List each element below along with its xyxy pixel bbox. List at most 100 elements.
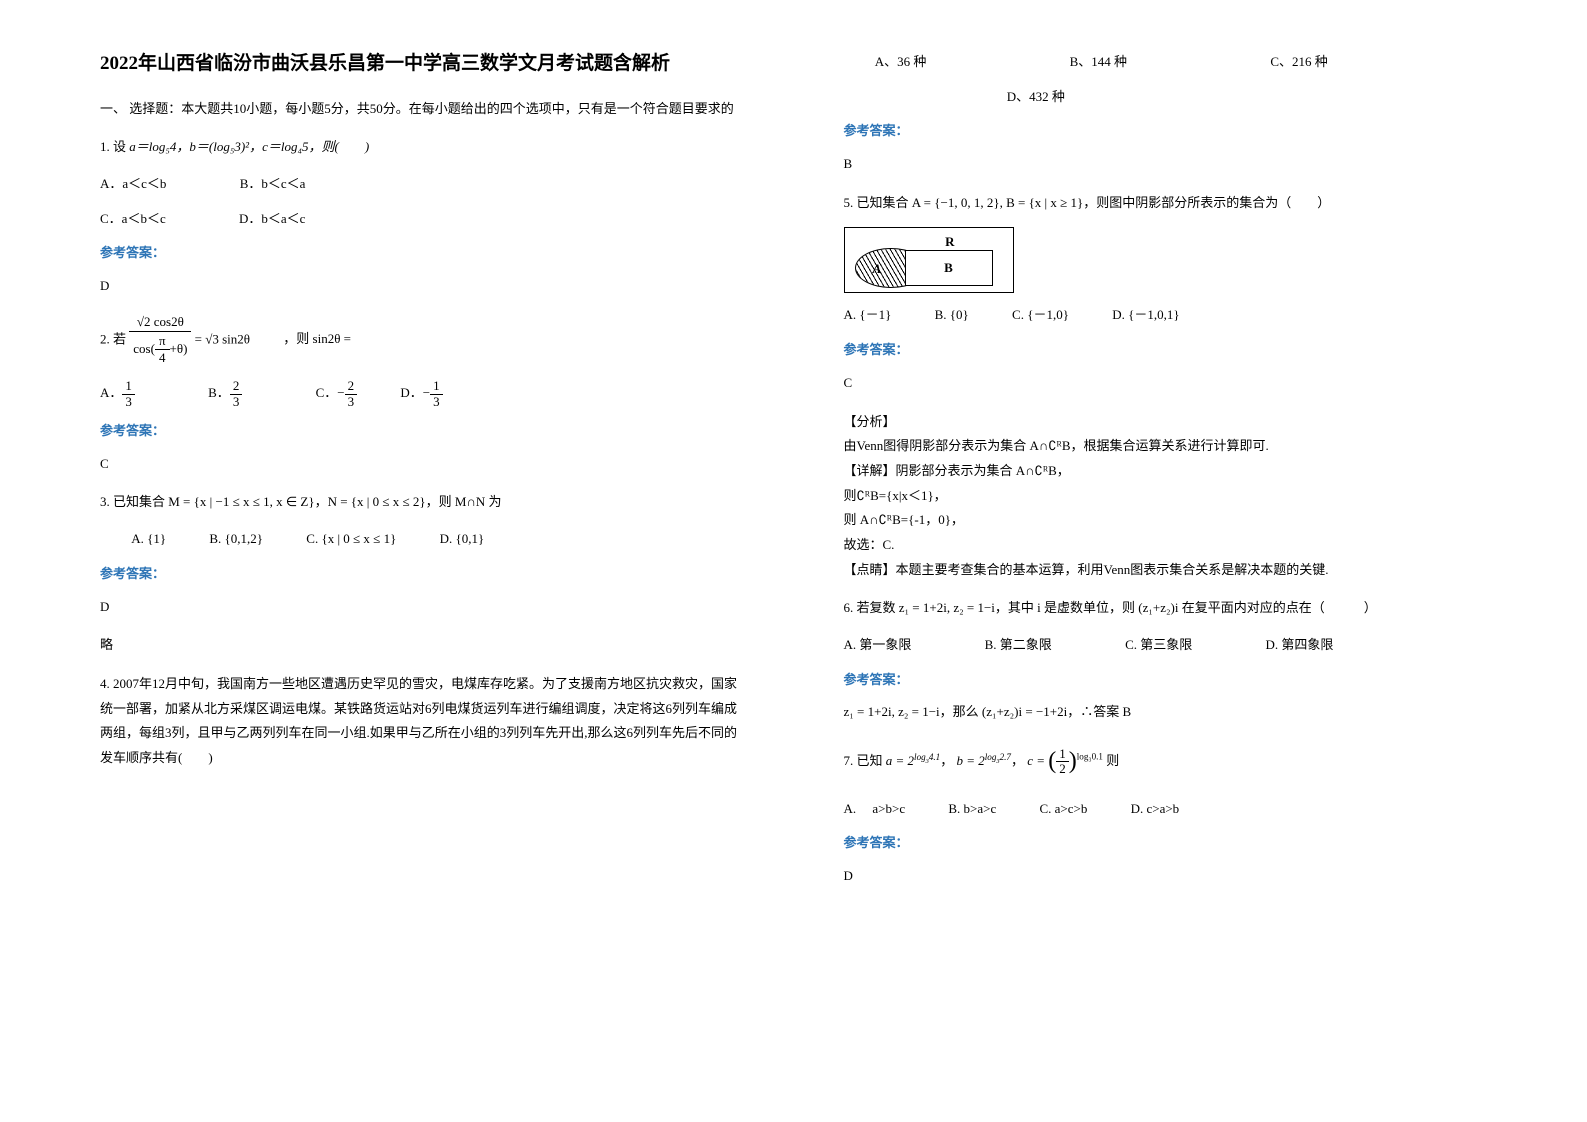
q5-detail-3: 则 A∩∁ᴿB={-1，0}，: [844, 508, 1488, 533]
q2-options: A．13 B．23 C．−23 D．−13: [100, 379, 744, 409]
q5-optD: D. {－1,0,1}: [1112, 303, 1179, 328]
q6-optC: C. 第三象限: [1125, 633, 1192, 658]
q7-c-den: 2: [1056, 762, 1069, 776]
q2-optD-label: D．: [400, 385, 422, 400]
q1-options-row2: C．a＜b＜c D．b＜a＜c: [100, 207, 744, 232]
q2-optB-label: B．: [208, 385, 230, 400]
q7-a: a = 2log34.1: [886, 753, 940, 768]
q7-c-exp: log₃0.1: [1077, 752, 1103, 762]
q7-c-base: 12: [1056, 747, 1069, 777]
q4-answer: B: [844, 152, 1488, 177]
q2-den-suffix: +θ): [170, 341, 188, 356]
q7-c-num: 1: [1056, 747, 1069, 762]
q2-stem-suffix: ，则 sin2θ =: [283, 331, 351, 346]
q1-optB: B．b＜c＜a: [240, 172, 306, 197]
q2-lhs-frac: √2 cos2θ cos(π4+θ): [129, 313, 191, 368]
q6-answer-label: 参考答案：: [844, 668, 1488, 693]
q4-answer-label: 参考答案：: [844, 119, 1488, 144]
q5-options: A. {－1} B. {0} C. {－1,0} D. {－1,0,1}: [844, 303, 1488, 328]
q1-answer-label: 参考答案：: [100, 241, 744, 266]
q2-optC-neg: −: [337, 385, 344, 400]
q7-answer-label: 参考答案：: [844, 831, 1488, 856]
q6-options: A. 第一象限 B. 第二象限 C. 第三象限 D. 第四象限: [844, 633, 1488, 658]
venn-diagram: R A B: [844, 227, 1014, 293]
q7-optD: D. c>a>b: [1131, 797, 1180, 822]
q5-detail-2: 则∁ᴿB={x|x＜1}，: [844, 484, 1488, 509]
exam-title: 2022年山西省临汾市曲沃县乐昌第一中学高三数学文月考试题含解析: [100, 50, 744, 79]
q2-stem-prefix: 2. 若: [100, 331, 126, 346]
q7-optB: B. b>a>c: [948, 797, 996, 822]
q2-rhs: = √3 sin2θ: [195, 331, 250, 346]
q2-optD: D．−13: [400, 379, 442, 409]
q6-optD: D. 第四象限: [1265, 637, 1333, 652]
section-1-heading: 一、 选择题：本大题共10小题，每小题5分，共50分。在每小题给出的四个选项中，…: [100, 97, 744, 122]
q2-answer-label: 参考答案：: [100, 419, 744, 444]
q5-optC: C. {－1,0}: [1012, 303, 1069, 328]
venn-B-box: B: [905, 250, 993, 286]
q5-analysis-body: 由Venn图得阴影部分表示为集合 A∩∁ᴿB，根据集合运算关系进行计算即可.: [844, 434, 1488, 459]
q2-optB: B．23: [208, 379, 242, 409]
q2-optC-label: C．: [316, 385, 338, 400]
q5-optB: B. {0}: [935, 303, 969, 328]
venn-A-label: A: [873, 257, 882, 282]
q3-optD: D. {0,1}: [440, 527, 485, 552]
question-3: 3. 已知集合 M = {x | −1 ≤ x ≤ 1, x ∈ Z}，N = …: [100, 490, 744, 515]
q2-answer: C: [100, 452, 744, 477]
q3-optB: B. {0,1,2}: [209, 527, 263, 552]
q4-optB: B、144 种: [1070, 50, 1127, 75]
question-1: 1. 设 a＝log₅4，b＝(log₅3)²，c＝log₄5，则( ): [100, 135, 744, 160]
q7-optA: A. a>b>c: [844, 797, 906, 822]
q1-options-row1: A．a＜c＜b B．b＜c＜a: [100, 172, 744, 197]
q1-optD: D．b＜a＜c: [239, 207, 305, 232]
q7-suffix: 则: [1106, 753, 1119, 768]
q7-c: c =: [1027, 753, 1048, 768]
q5-detail-4: 故选：C.: [844, 533, 1488, 558]
q3-options: A. {1} B. {0,1,2} C. {x | 0 ≤ x ≤ 1} D. …: [100, 527, 744, 552]
q2-optB-den: 3: [230, 395, 243, 409]
q5-optA: A. {－1}: [844, 303, 892, 328]
q2-optA-den: 3: [122, 395, 135, 409]
question-7: 7. 已知 a = 2log34.1， b = 2log32.7， c = (1…: [844, 739, 1488, 785]
q3-optC: C. {x | 0 ≤ x ≤ 1}: [306, 527, 396, 552]
question-6: 6. 若复数 z₁ = 1+2i, z₂ = 1−i，其中 i 是虚数单位，则 …: [844, 596, 1488, 621]
q2-optA: A．13: [100, 379, 135, 409]
q2-den-prefix: cos(: [133, 341, 155, 356]
q4-options-row1: A、36 种 B、144 种 C、216 种: [844, 50, 1488, 75]
q3-optA: A. {1}: [131, 527, 166, 552]
q1-optC: C．a＜b＜c: [100, 207, 166, 232]
q5-answer: C: [844, 371, 1488, 396]
q4-optA: A、36 种: [875, 50, 927, 75]
q5-detail: 【详解】阴影部分表示为集合 A∩∁ᴿB，: [844, 459, 1488, 484]
q2-optA-num: 1: [122, 379, 135, 394]
right-column: A、36 种 B、144 种 C、216 种 D、432 种 参考答案： B 5…: [844, 50, 1488, 903]
q2-optD-den: 3: [430, 395, 443, 409]
q2-pi4: π4: [155, 333, 170, 367]
q2-pi4-den: 4: [155, 350, 170, 366]
question-2: 2. 若 √2 cos2θ cos(π4+θ) = √3 sin2θ ，则 si…: [100, 313, 744, 368]
q2-optD-neg: −: [423, 385, 430, 400]
q2-optA-label: A．: [100, 385, 122, 400]
q6-answer-body: z₁ = 1+2i, z₂ = 1−i，那么 (z₁+z₂)i = −1+2i，…: [844, 700, 1488, 725]
left-column: 2022年山西省临汾市曲沃县乐昌第一中学高三数学文月考试题含解析 一、 选择题：…: [100, 50, 744, 903]
q1-stem-math: a＝log₅4，b＝(log₅3)²，c＝log₄5，则( ): [129, 139, 369, 154]
q3-answer-extra: 略: [100, 633, 744, 658]
q2-lhs-den: cos(π4+θ): [129, 332, 191, 368]
q3-answer: D: [100, 595, 744, 620]
q2-lhs-num: √2 cos2θ: [129, 313, 191, 332]
q6-optA: A. 第一象限: [844, 633, 912, 658]
q5-analysis-label: 【分析】: [844, 410, 1488, 435]
q2-optD-num: 1: [430, 379, 443, 394]
q6-optB: B. 第二象限: [985, 633, 1052, 658]
q2-pi4-num: π: [155, 333, 170, 350]
q7-b: b = 2log32.7: [957, 753, 1011, 768]
q5-answer-label: 参考答案：: [844, 338, 1488, 363]
q7-options: A. a>b>c B. b>a>c C. a>c>b D. c>a>b: [844, 797, 1488, 822]
q5-detail-1: 阴影部分表示为集合 A∩∁ᴿB，: [896, 463, 1070, 478]
q1-optA: A．a＜c＜b: [100, 172, 166, 197]
q2-optC-den: 3: [345, 395, 358, 409]
q2-optC: C．−23: [316, 379, 358, 409]
q7-prefix: 7. 已知: [844, 753, 883, 768]
q1-stem-prefix: 1. 设: [100, 139, 129, 154]
q1-answer: D: [100, 274, 744, 299]
q2-optC-num: 2: [345, 379, 358, 394]
